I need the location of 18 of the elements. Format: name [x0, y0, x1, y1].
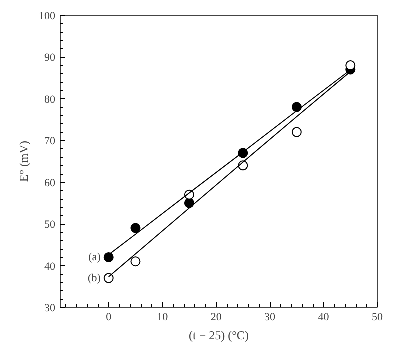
- y-tick-label: 70: [44, 136, 56, 148]
- y-tick-label: 40: [44, 260, 56, 273]
- x-tick-label: 20: [210, 312, 222, 324]
- y-tick-label: 30: [44, 302, 56, 314]
- x-tick-label: 0: [106, 312, 112, 324]
- y-tick-label: 90: [44, 52, 56, 64]
- series-label: (b): [88, 272, 102, 284]
- y-axis-title: E° (mV): [17, 140, 31, 182]
- x-axis-title: (t − 25) (°C): [189, 328, 249, 342]
- x-tick-label: 40: [318, 312, 330, 324]
- y-tick-label: 80: [44, 94, 56, 106]
- x-tick-label: 10: [157, 312, 169, 324]
- y-tick-label: 50: [44, 219, 56, 232]
- x-tick-label: 30: [264, 312, 276, 324]
- series-label: (a): [88, 251, 102, 264]
- y-tick-label: 100: [39, 10, 56, 22]
- y-tick-label: 60: [44, 177, 56, 190]
- x-tick-label: 50: [372, 312, 384, 324]
